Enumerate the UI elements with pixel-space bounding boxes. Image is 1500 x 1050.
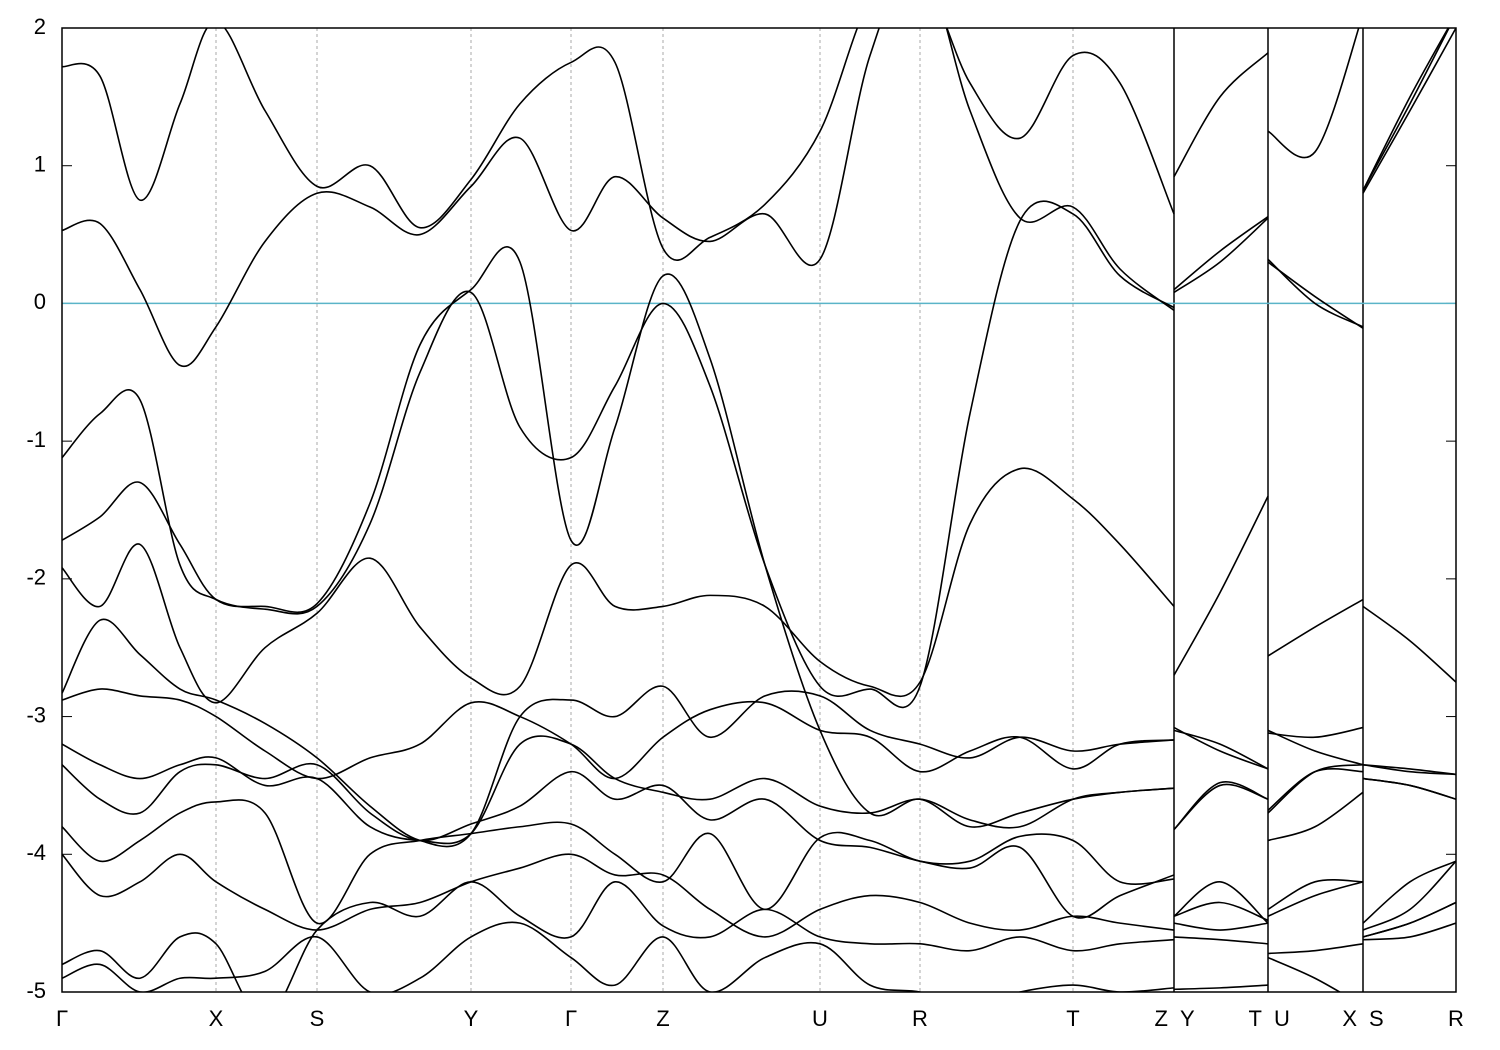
y-tick-label: 2: [34, 14, 46, 39]
x-tick-label: X: [1342, 1006, 1357, 1031]
band-line: [62, 791, 1456, 925]
x-tick-label: T: [1066, 1006, 1079, 1031]
band-line: [62, 28, 1450, 368]
x-tick-label: Γ: [565, 1006, 577, 1031]
plot-frame: [61, 27, 1457, 993]
band-line: [62, 881, 1456, 992]
y-tick-label: -1: [26, 427, 46, 452]
y-tick-label: -4: [26, 840, 46, 865]
bands: [62, 28, 1456, 992]
x-tick-label: U: [1274, 1006, 1290, 1031]
x-tick-label: S: [310, 1006, 325, 1031]
band-line: [62, 762, 1456, 938]
y-tick-label: 1: [34, 152, 46, 177]
band-line: [62, 688, 1456, 780]
labels: 210-1-2-3-4-5Γ X S Y Γ Z U R T Z Y T U X S R: [26, 14, 1464, 1031]
x-tick-label: R: [912, 1006, 928, 1031]
x-tick-label: R: [1448, 1006, 1464, 1031]
grid: [62, 27, 1456, 993]
band-line: [62, 467, 1456, 704]
x-tick-label: Y: [464, 1006, 479, 1031]
band-line: [62, 735, 1456, 845]
x-tick-label: X: [209, 1006, 224, 1031]
band-line: [62, 28, 1456, 709]
y-tick-label: 0: [34, 289, 46, 314]
band-line: [62, 853, 1456, 938]
band-line: [62, 618, 1456, 848]
x-tick-label: S: [1369, 1006, 1384, 1031]
band-line: [62, 246, 1456, 831]
band-line: [62, 921, 1456, 992]
y-tick-label: -5: [26, 978, 46, 1003]
y-tick-label: -3: [26, 702, 46, 727]
x-tick-label: U: [812, 1006, 828, 1031]
y-tick-label: -2: [26, 565, 46, 590]
x-tick-label: Y: [1180, 1006, 1195, 1031]
x-tick-label: Γ: [56, 1006, 68, 1031]
band-line: [62, 28, 1450, 261]
x-tick-label: T: [1249, 1006, 1262, 1031]
x-tick-label: Z: [1155, 1006, 1168, 1031]
x-tick-label: Z: [656, 1006, 669, 1031]
